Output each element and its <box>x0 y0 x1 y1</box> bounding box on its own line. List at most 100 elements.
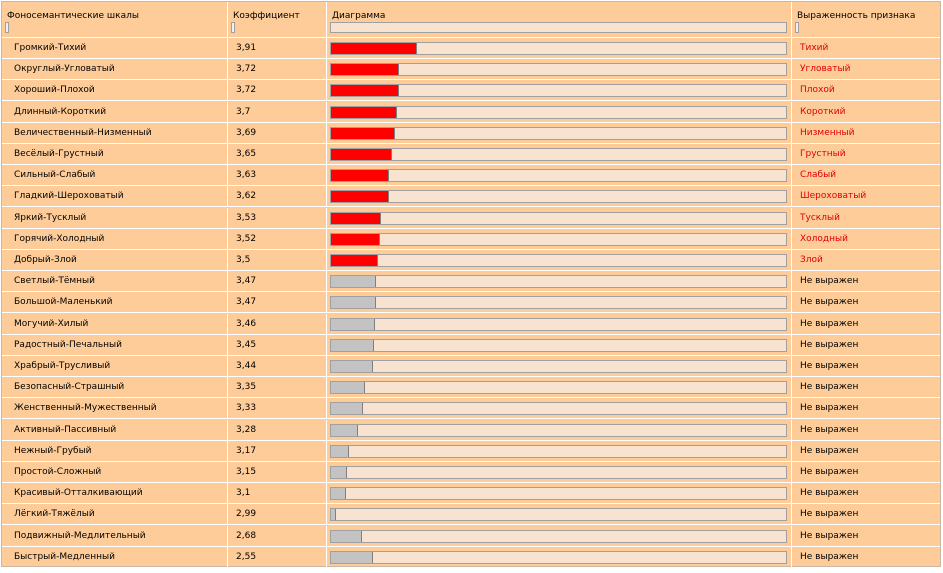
scale-name: Округлый-Угловатый <box>2 59 228 79</box>
coefficient-value: 3,62 <box>228 186 327 206</box>
diagram-bar-fill <box>331 382 365 393</box>
table-row[interactable]: Могучий-Хилый 3,46 Не выражен <box>2 314 940 335</box>
expressiveness-value: Холодный <box>800 234 848 244</box>
expressiveness-value: Плохой <box>800 85 835 95</box>
scale-name: Нежный-Грубый <box>2 441 228 461</box>
scale-name: Добрый-Злой <box>2 250 228 270</box>
expressiveness-value: Не выражен <box>800 340 859 350</box>
table-row[interactable]: Сильный-Слабый 3,63 Слабый <box>2 165 940 186</box>
table-row[interactable]: Хороший-Плохой 3,72 Плохой <box>2 80 940 101</box>
diagram-cell <box>327 165 792 185</box>
expressiveness-value: Грустный <box>800 149 846 159</box>
scale-name: Храбрый-Трусливый <box>2 356 228 376</box>
diagram-bar-track <box>330 63 787 76</box>
table-row[interactable]: Светлый-Тёмный 3,47 Не выражен <box>2 271 940 292</box>
table-row[interactable]: Женственный-Мужественный 3,33 Не выражен <box>2 398 940 419</box>
diagram-bar-track <box>330 190 787 203</box>
scale-name: Весёлый-Грустный <box>2 144 228 164</box>
table-row[interactable]: Нежный-Грубый 3,17 Не выражен <box>2 441 940 462</box>
table-row[interactable]: Храбрый-Трусливый 3,44 Не выражен <box>2 356 940 377</box>
diagram-bar-fill <box>331 297 376 308</box>
diagram-bar-fill <box>331 191 389 202</box>
header-coefficient[interactable]: Коэффициент <box>228 2 327 37</box>
scale-name: Могучий-Хилый <box>2 314 228 334</box>
diagram-bar-fill <box>331 170 389 181</box>
table-header: Фоносемантические шкалы Коэффициент Диаг… <box>2 2 940 38</box>
table-row[interactable]: Подвижный-Медлительный 2,68 Не выражен <box>2 526 940 547</box>
header-expressiveness[interactable]: Выраженность признака <box>792 2 940 37</box>
table-row[interactable]: Лёгкий-Тяжёлый 2,99 Не выражен <box>2 504 940 525</box>
diagram-bar-fill <box>331 531 362 542</box>
table-row[interactable]: Красивый-Отталкивающий 3,1 Не выражен <box>2 483 940 504</box>
table-row[interactable]: Округлый-Угловатый 3,72 Угловатый <box>2 59 940 80</box>
coefficient-value: 3,72 <box>228 80 327 100</box>
column-resize-handle[interactable] <box>5 22 9 33</box>
diagram-bar-fill <box>331 276 376 287</box>
scale-name: Яркий-Тусклый <box>2 208 228 228</box>
diagram-bar-fill <box>331 340 374 351</box>
table-row[interactable]: Весёлый-Грустный 3,65 Грустный <box>2 144 940 165</box>
header-diagram[interactable]: Диаграмма <box>327 2 792 37</box>
diagram-bar-track <box>330 296 787 309</box>
diagram-bar-fill <box>331 467 347 478</box>
diagram-cell <box>327 483 792 503</box>
table-row[interactable]: Длинный-Короткий 3,7 Короткий <box>2 102 940 123</box>
table-row[interactable]: Горячий-Холодный 3,52 Холодный <box>2 229 940 250</box>
expressiveness-value: Не выражен <box>800 467 859 477</box>
diagram-cell <box>327 59 792 79</box>
scale-name: Красивый-Отталкивающий <box>2 483 228 503</box>
diagram-bar-track <box>330 381 787 394</box>
table-row[interactable]: Активный-Пассивный 3,28 Не выражен <box>2 420 940 441</box>
scale-name: Большой-Маленький <box>2 292 228 312</box>
diagram-bar-track <box>330 551 787 564</box>
header-scales[interactable]: Фоносемантические шкалы <box>2 2 228 37</box>
scale-name: Безопасный-Страшный <box>2 377 228 397</box>
scale-name: Активный-Пассивный <box>2 420 228 440</box>
column-resize-handle[interactable] <box>795 22 799 33</box>
scale-name: Женственный-Мужественный <box>2 398 228 418</box>
expressiveness-value: Слабый <box>800 170 837 180</box>
diagram-bar-track <box>330 424 787 437</box>
table-row[interactable]: Добрый-Злой 3,5 Злой <box>2 250 940 271</box>
diagram-bar-track <box>330 466 787 479</box>
diagram-bar-fill <box>331 85 399 96</box>
diagram-bar-fill <box>331 361 373 372</box>
table-row[interactable]: Яркий-Тусклый 3,53 Тусклый <box>2 208 940 229</box>
table-row[interactable]: Большой-Маленький 3,47 Не выражен <box>2 292 940 313</box>
diagram-bar-fill <box>331 403 363 414</box>
coefficient-value: 3,69 <box>228 123 327 143</box>
coefficient-value: 3,52 <box>228 229 327 249</box>
diagram-bar-fill <box>331 107 397 118</box>
diagram-bar-fill <box>331 425 358 436</box>
expressiveness-value: Короткий <box>800 107 846 117</box>
coefficient-value: 3,7 <box>228 102 327 122</box>
coefficient-value: 3,53 <box>228 208 327 228</box>
diagram-cell <box>327 398 792 418</box>
diagram-bar-track <box>330 127 787 140</box>
diagram-bar-track <box>330 148 787 161</box>
table-row[interactable]: Громкий-Тихий 3,91 Тихий <box>2 38 940 59</box>
diagram-bar-track <box>330 233 787 246</box>
expressiveness-value: Угловатый <box>800 64 851 74</box>
table-row[interactable]: Быстрый-Медленный 2,55 Не выражен <box>2 547 940 568</box>
coefficient-value: 3,46 <box>228 314 327 334</box>
diagram-bar-fill <box>331 255 378 266</box>
table-row[interactable]: Гладкий-Шероховатый 3,62 Шероховатый <box>2 186 940 207</box>
table-row[interactable]: Радостный-Печальный 3,45 Не выражен <box>2 335 940 356</box>
coefficient-value: 3,1 <box>228 483 327 503</box>
diagram-cell <box>327 377 792 397</box>
header-scales-label: Фоносемантические шкалы <box>7 11 139 21</box>
column-resize-handle[interactable] <box>231 22 235 33</box>
table-row[interactable]: Простой-Сложный 3,15 Не выражен <box>2 462 940 483</box>
table-row[interactable]: Величественный-Низменный 3,69 Низменный <box>2 123 940 144</box>
diagram-cell <box>327 80 792 100</box>
coefficient-value: 3,47 <box>228 292 327 312</box>
diagram-cell <box>327 208 792 228</box>
coefficient-value: 3,45 <box>228 335 327 355</box>
diagram-cell <box>327 38 792 58</box>
table-row[interactable]: Безопасный-Страшный 3,35 Не выражен <box>2 377 940 398</box>
header-diagram-label: Диаграмма <box>332 11 386 21</box>
scale-name: Громкий-Тихий <box>2 38 228 58</box>
diagram-cell <box>327 526 792 546</box>
diagram-cell <box>327 335 792 355</box>
